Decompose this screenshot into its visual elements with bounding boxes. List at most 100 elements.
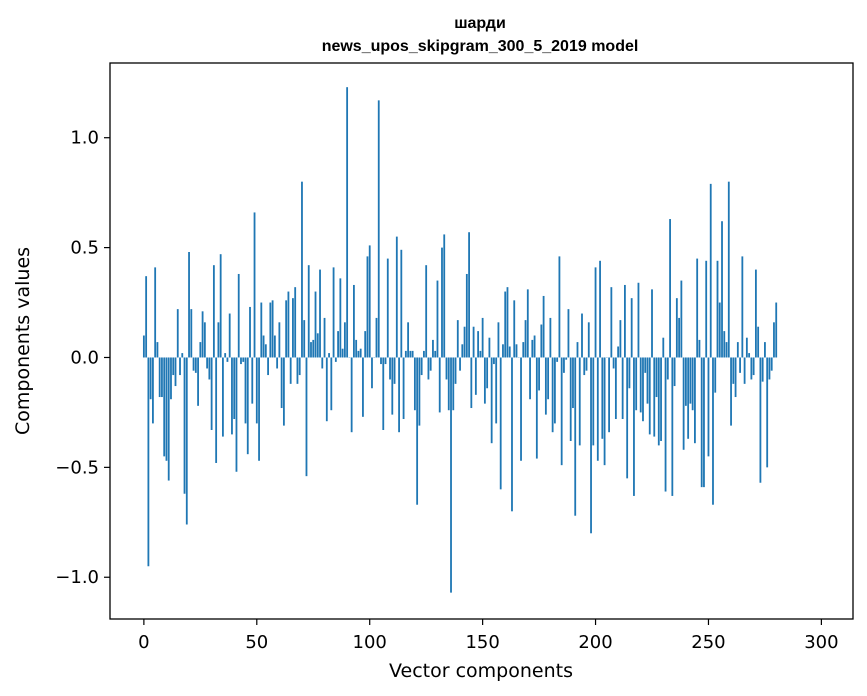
- bar: [289, 357, 292, 384]
- bar: [154, 267, 157, 358]
- bar: [549, 317, 552, 358]
- bar: [743, 357, 746, 384]
- bar: [206, 357, 209, 369]
- bar: [671, 357, 674, 496]
- bar: [660, 357, 662, 441]
- bar: [389, 357, 391, 380]
- bar: [215, 357, 218, 463]
- bar: [764, 342, 766, 358]
- bar: [152, 357, 154, 424]
- bar: [569, 357, 572, 441]
- bar: [745, 337, 748, 358]
- x-tick-label: 50: [245, 632, 268, 653]
- bar: [759, 357, 762, 483]
- bar: [578, 357, 581, 446]
- bar: [226, 357, 229, 362]
- bar: [493, 357, 495, 365]
- bar: [192, 357, 195, 371]
- bar: [585, 357, 588, 371]
- bar: [411, 350, 414, 358]
- bar: [544, 357, 547, 415]
- bar: [698, 339, 701, 358]
- bar: [775, 302, 778, 358]
- bar: [716, 260, 719, 358]
- bar: [425, 265, 428, 358]
- bar: [520, 357, 522, 461]
- bar: [651, 289, 653, 358]
- bar: [750, 357, 753, 380]
- bar: [637, 282, 640, 358]
- bar: [222, 357, 224, 437]
- y-tick-label: 0.0: [70, 347, 99, 368]
- bar: [486, 357, 489, 389]
- bar: [262, 335, 265, 358]
- bar: [307, 265, 310, 358]
- bar: [682, 357, 685, 450]
- bar: [513, 300, 516, 358]
- bar: [273, 335, 276, 358]
- bar: [533, 335, 536, 358]
- bar: [621, 357, 624, 420]
- bar: [371, 357, 373, 389]
- bar: [194, 357, 197, 373]
- bar: [287, 291, 290, 358]
- bar: [522, 342, 525, 358]
- x-axis-ticks: 0 50 100 150 200 250 300: [138, 619, 839, 653]
- bar: [438, 357, 441, 413]
- bar: [441, 247, 443, 358]
- bar: [714, 357, 717, 393]
- bar: [727, 181, 730, 358]
- bar: [427, 357, 430, 380]
- bar: [691, 357, 694, 411]
- bar: [145, 276, 148, 358]
- bar: [212, 265, 215, 358]
- bar: [542, 295, 545, 358]
- bar: [188, 252, 190, 358]
- bar: [237, 273, 240, 358]
- bar: [459, 357, 461, 371]
- bar: [298, 357, 301, 376]
- bar: [560, 357, 563, 466]
- bar: [666, 357, 669, 380]
- bar: [242, 357, 245, 362]
- bar: [511, 357, 513, 512]
- bar: [346, 87, 349, 358]
- bar: [547, 357, 550, 400]
- bar: [251, 357, 254, 404]
- bar: [264, 344, 267, 358]
- bar: [240, 357, 242, 365]
- bar: [680, 280, 683, 358]
- bar: [612, 357, 615, 369]
- bar: [705, 260, 708, 358]
- bar: [633, 357, 635, 496]
- bar: [644, 357, 647, 373]
- bar: [161, 357, 163, 398]
- bar: [619, 320, 622, 358]
- x-tick-label: 300: [804, 632, 838, 653]
- bar: [407, 322, 410, 358]
- bar: [343, 322, 346, 358]
- bar: [734, 357, 737, 398]
- bar: [468, 232, 470, 358]
- bar: [292, 298, 294, 358]
- bar: [563, 357, 565, 373]
- bar: [339, 278, 342, 358]
- bar: [368, 245, 371, 358]
- bar: [646, 357, 649, 404]
- bar: [553, 357, 556, 424]
- bar: [657, 357, 660, 446]
- bar: [179, 357, 181, 376]
- bar: [395, 236, 398, 358]
- bar: [267, 357, 269, 376]
- bar: [630, 298, 633, 358]
- bar: [761, 357, 764, 382]
- bar: [601, 357, 604, 439]
- bar: [423, 350, 425, 358]
- bar: [170, 357, 172, 400]
- bar: [149, 357, 152, 400]
- bar: [454, 357, 457, 384]
- bar: [332, 267, 335, 358]
- bar: [172, 357, 175, 376]
- bar: [707, 357, 710, 457]
